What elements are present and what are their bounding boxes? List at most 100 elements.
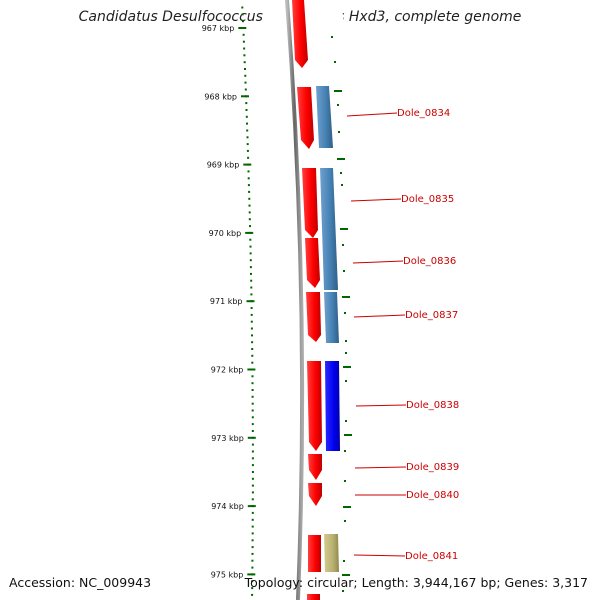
minor-tick [251, 334, 253, 337]
minor-tick [251, 593, 254, 596]
minor-tick [243, 61, 246, 64]
major-tick [241, 95, 249, 98]
major-tick [238, 27, 247, 29]
minor-tick [249, 259, 252, 262]
gene-label[interactable]: Dole_0836 [403, 256, 456, 267]
gene-labels[interactable]: Dole_0834 Dole_0835 Dole_0836 Dole_0837 Dole… [397, 108, 459, 562]
minor-tick [249, 238, 252, 241]
minor-tick [251, 580, 254, 583]
gene-label[interactable]: Dole_0835 [401, 194, 454, 205]
cds-arrow[interactable] [307, 361, 322, 451]
minor-tick [248, 204, 251, 207]
minor-tick [248, 197, 251, 200]
minor-tick [245, 109, 248, 111]
minor-tick [251, 546, 254, 549]
minor-tick [243, 47, 246, 50]
minor-tick [249, 266, 252, 269]
gene-leader-lines [346, 112, 407, 557]
minor-tick [245, 115, 248, 118]
minor-tick [241, 6, 244, 9]
outer-ring-ticks [334, 90, 352, 576]
feature-block[interactable] [316, 86, 333, 148]
minor-tick [250, 307, 253, 309]
minor-tick [244, 74, 247, 77]
tick-label: 975 kbp [211, 570, 244, 579]
minor-tick [250, 272, 252, 275]
tick-label: 968 kbp [204, 92, 237, 101]
minor-tick [251, 511, 254, 514]
minor-tick [246, 136, 249, 139]
leader-line [350, 198, 402, 202]
cds-arrow[interactable] [297, 87, 314, 149]
feature-block[interactable] [325, 361, 340, 451]
leader-line [354, 466, 407, 469]
cds-arrow[interactable] [302, 168, 318, 238]
minor-tick [251, 416, 254, 419]
cds-arrow[interactable] [305, 238, 320, 288]
minor-tick [251, 491, 254, 494]
tick-label: 973 kbp [211, 434, 244, 443]
minor-tick [251, 525, 254, 528]
gene-label[interactable]: Dole_0834 [397, 108, 450, 119]
minor-tick [243, 54, 246, 57]
minor-tick [251, 382, 254, 385]
minor-tick [244, 81, 247, 84]
cds-arrow[interactable] [308, 483, 322, 506]
minor-tick [248, 218, 251, 221]
minor-tick [251, 395, 254, 398]
minor-tick [244, 68, 246, 70]
minor-tick [249, 252, 252, 255]
leader-line [353, 554, 406, 557]
backbone-arc [285, 0, 305, 600]
gene-label[interactable]: Dole_0838 [406, 400, 459, 411]
leader-line [346, 112, 398, 117]
minor-tick [251, 552, 254, 555]
minor-tick [249, 245, 252, 248]
leader-line [355, 404, 407, 407]
feature-block[interactable] [320, 168, 338, 290]
cds-features[interactable] [292, 0, 322, 600]
minor-tick [247, 184, 250, 187]
minor-tick [251, 375, 254, 378]
minor-tick [251, 354, 254, 357]
cds-arrow[interactable] [292, 0, 308, 68]
minor-tick [251, 464, 254, 467]
minor-tick [251, 457, 254, 460]
gene-label[interactable]: Dole_0837 [405, 310, 458, 321]
minor-tick [251, 443, 254, 446]
minor-tick [242, 20, 244, 23]
minor-tick [250, 293, 253, 296]
minor-tick [248, 190, 251, 193]
topology-text: Topology: circular; Length: 3,944,167 bp… [244, 575, 588, 590]
minor-tick [250, 286, 253, 289]
cds-arrow[interactable] [306, 292, 321, 342]
tick-label: 967 kbp [202, 24, 235, 33]
cds-arrow[interactable] [307, 594, 320, 600]
minor-tick [251, 348, 254, 350]
minor-tick [246, 129, 249, 132]
cds-arrow[interactable] [308, 454, 322, 480]
minor-tick [241, 13, 244, 16]
gene-label[interactable]: Dole_0839 [406, 462, 459, 473]
feature-block[interactable] [324, 292, 339, 343]
minor-tick [251, 498, 254, 501]
minor-tick [250, 313, 253, 316]
gene-label[interactable]: Dole_0841 [405, 551, 458, 562]
tick-label: 974 kbp [211, 502, 244, 511]
leader-line [353, 314, 406, 318]
major-tick [243, 163, 252, 166]
cds-arrow[interactable] [308, 535, 321, 572]
feature-block[interactable] [324, 534, 339, 572]
outer-features[interactable] [316, 86, 340, 572]
minor-tick [251, 532, 254, 535]
major-tick [246, 300, 255, 303]
gene-label[interactable]: Dole_0840 [406, 490, 459, 501]
minor-tick [251, 566, 254, 569]
tick-label: 970 kbp [209, 229, 242, 238]
minor-tick [251, 518, 254, 521]
outer-dotted-ring [331, 36, 347, 592]
minor-tick [251, 402, 254, 405]
leader-line [352, 260, 404, 264]
minor-tick [251, 477, 254, 480]
